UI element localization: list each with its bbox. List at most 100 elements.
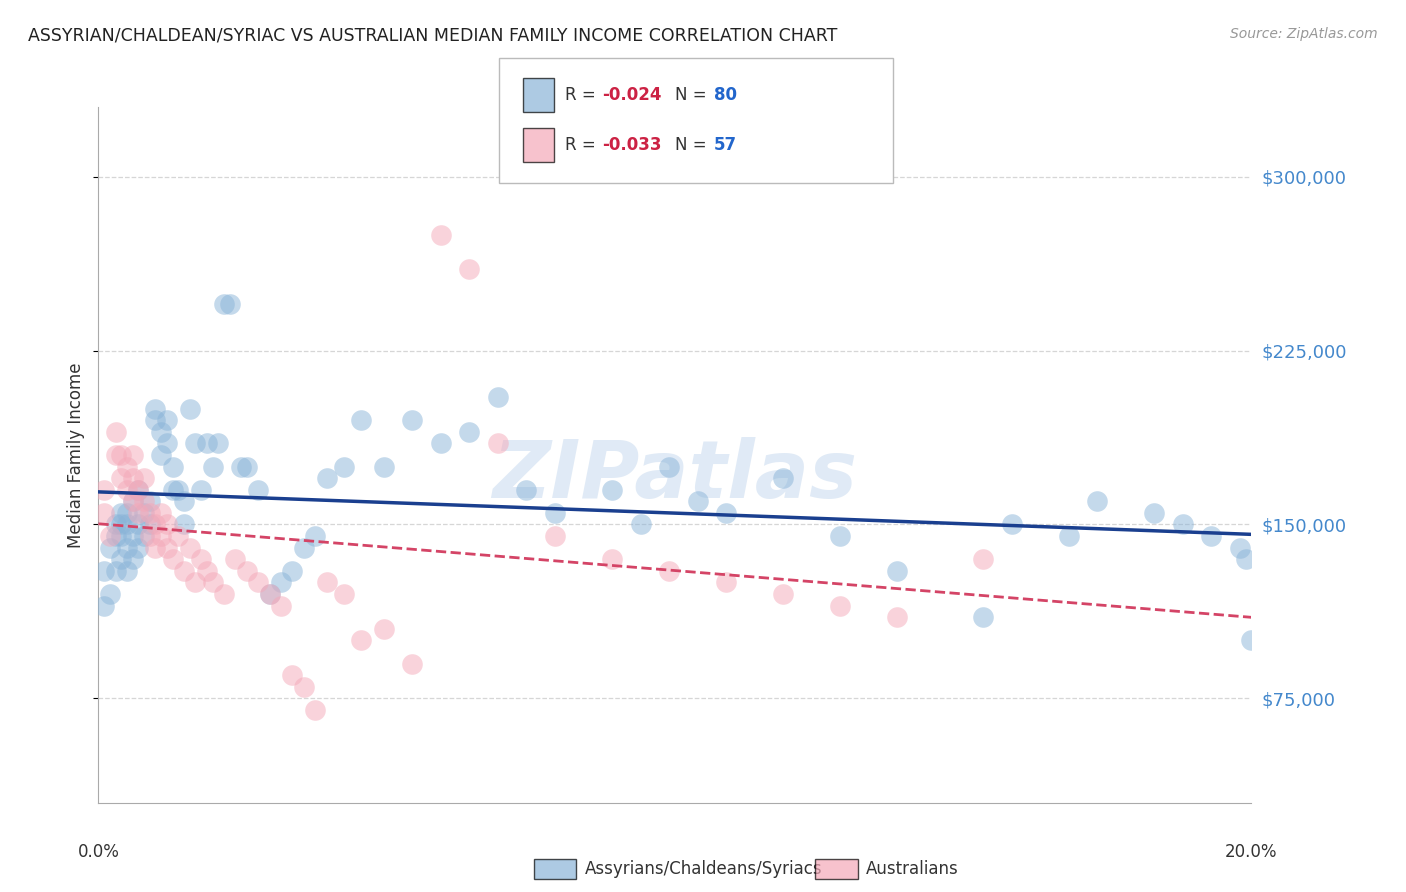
Point: [544, 529, 567, 543]
Point: [544, 506, 567, 520]
Text: ZIPatlas: ZIPatlas: [492, 437, 858, 515]
Point: [139, 506, 162, 520]
Point: [236, 564, 259, 578]
Point: [173, 494, 195, 508]
Point: [270, 599, 292, 613]
Point: [458, 262, 481, 277]
Point: [173, 564, 195, 578]
Point: [716, 506, 738, 520]
Point: [145, 401, 167, 416]
Point: [127, 541, 149, 555]
Point: [162, 552, 184, 566]
Point: [772, 471, 794, 485]
Point: [150, 506, 173, 520]
Point: [156, 541, 179, 555]
Point: [121, 529, 143, 543]
Text: 20.0%: 20.0%: [1225, 843, 1278, 861]
Text: Assyrians/Chaldeans/Syriacs: Assyrians/Chaldeans/Syriacs: [585, 860, 823, 878]
Point: [304, 529, 326, 543]
Point: [115, 483, 138, 497]
Point: [401, 657, 423, 671]
Point: [139, 494, 162, 508]
Point: [201, 459, 224, 474]
Point: [236, 459, 259, 474]
Point: [115, 506, 138, 520]
Point: [224, 552, 246, 566]
Point: [179, 541, 201, 555]
Point: [333, 459, 356, 474]
Point: [121, 552, 143, 566]
Point: [658, 459, 681, 474]
Point: [115, 541, 138, 555]
Point: [218, 297, 240, 311]
Point: [195, 564, 218, 578]
Text: -0.033: -0.033: [602, 136, 661, 154]
Point: [315, 471, 337, 485]
Point: [115, 564, 138, 578]
Point: [686, 494, 709, 508]
Point: [139, 517, 162, 532]
Point: [121, 494, 143, 508]
Point: [139, 529, 162, 543]
Point: [333, 587, 356, 601]
Point: [1001, 517, 1024, 532]
Point: [1171, 517, 1194, 532]
Point: [373, 622, 395, 636]
Point: [270, 575, 292, 590]
Point: [515, 483, 537, 497]
Point: [127, 483, 149, 497]
Point: [259, 587, 281, 601]
Text: N =: N =: [675, 86, 711, 103]
Point: [281, 564, 304, 578]
Point: [162, 459, 184, 474]
Point: [190, 483, 212, 497]
Point: [207, 436, 229, 450]
Point: [93, 564, 115, 578]
Text: N =: N =: [675, 136, 711, 154]
Point: [190, 552, 212, 566]
Text: Australians: Australians: [866, 860, 959, 878]
Point: [304, 703, 326, 717]
Point: [247, 483, 270, 497]
Point: [1143, 506, 1166, 520]
Point: [110, 506, 132, 520]
Point: [179, 401, 201, 416]
Point: [127, 506, 149, 520]
Point: [115, 517, 138, 532]
Point: [93, 599, 115, 613]
Point: [110, 552, 132, 566]
Text: -0.024: -0.024: [602, 86, 661, 103]
Point: [1234, 552, 1257, 566]
Point: [716, 575, 738, 590]
Point: [98, 541, 121, 555]
Point: [167, 529, 190, 543]
Point: [145, 541, 167, 555]
Point: [110, 529, 132, 543]
Text: ASSYRIAN/CHALDEAN/SYRIAC VS AUSTRALIAN MEDIAN FAMILY INCOME CORRELATION CHART: ASSYRIAN/CHALDEAN/SYRIAC VS AUSTRALIAN M…: [28, 27, 838, 45]
Point: [121, 471, 143, 485]
Text: 57: 57: [714, 136, 737, 154]
Point: [150, 529, 173, 543]
Point: [430, 227, 453, 242]
Point: [401, 413, 423, 427]
Point: [150, 448, 173, 462]
Point: [486, 390, 509, 404]
Point: [292, 680, 315, 694]
Point: [127, 483, 149, 497]
Point: [247, 575, 270, 590]
Point: [212, 587, 235, 601]
Y-axis label: Median Family Income: Median Family Income: [67, 362, 86, 548]
Point: [486, 436, 509, 450]
Text: R =: R =: [565, 86, 602, 103]
Point: [184, 575, 207, 590]
Point: [121, 448, 143, 462]
Point: [173, 517, 195, 532]
Point: [830, 529, 852, 543]
Point: [972, 610, 994, 624]
Point: [1057, 529, 1080, 543]
Point: [145, 413, 167, 427]
Point: [972, 552, 994, 566]
Point: [658, 564, 681, 578]
Point: [156, 436, 179, 450]
Point: [195, 436, 218, 450]
